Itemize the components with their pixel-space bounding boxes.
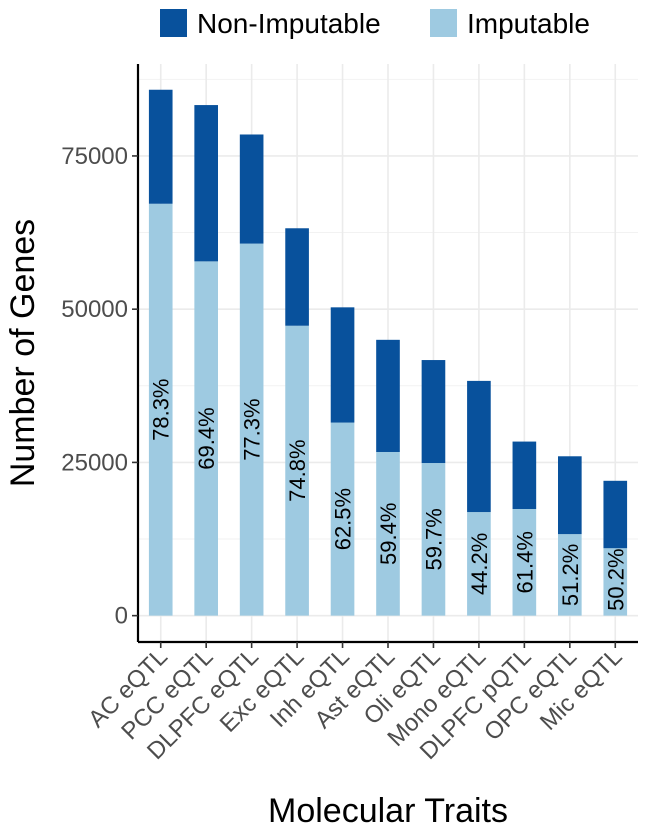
percent-label: 61.4% [512, 531, 537, 593]
y-tick-label: 0 [115, 603, 128, 630]
bar-non-imputable-3 [285, 228, 309, 326]
percent-label: 50.2% [603, 548, 628, 610]
bar-imputable-10 [603, 548, 628, 616]
percent-label: 78.3% [149, 379, 174, 441]
bar-imputable-5 [376, 451, 400, 616]
y-tick-label: 75000 [61, 143, 128, 170]
bar-non-imputable-2 [239, 134, 264, 244]
bar-non-imputable-1 [194, 105, 218, 262]
bar-imputable-4 [330, 422, 355, 616]
percent-label: 44.2% [467, 533, 492, 595]
bar-non-imputable-8 [512, 441, 537, 509]
bar-non-imputable-9 [558, 456, 582, 535]
bar-imputable-3 [285, 325, 309, 616]
legend-label: Non-Imputable [197, 8, 381, 39]
y-axis-title: Number of Genes [4, 219, 42, 487]
bar-imputable-2 [239, 243, 264, 616]
bar-imputable-7 [467, 512, 491, 616]
percent-label: 59.4% [376, 503, 401, 565]
y-tick-label: 25000 [61, 449, 128, 476]
y-tick-label: 50000 [61, 296, 128, 323]
percent-labels: 78.3% 69.4% 77.3% 74.8% 62.5% 59.4% 59.7% 44.2%… [149, 379, 629, 611]
percent-label: 59.7% [421, 508, 446, 570]
bar-non-imputable-6 [421, 360, 446, 464]
bar-imputable-0 [148, 203, 173, 616]
bar-non-imputable-5 [376, 339, 400, 452]
bar-imputable-8 [512, 508, 537, 616]
percent-label: 62.5% [331, 488, 356, 550]
legend: Non-Imputable Imputable [160, 8, 590, 39]
bar-imputable-9 [558, 534, 582, 616]
bar-imputable-6 [421, 463, 446, 616]
bar-non-imputable-7 [467, 380, 491, 513]
legend-label: Imputable [467, 8, 590, 39]
bars [148, 89, 628, 616]
y-tick-labels: 0 25000 50000 75000 [61, 143, 138, 630]
percent-label: 77.3% [240, 398, 265, 460]
x-axis-title: Molecular Traits [268, 792, 508, 830]
bar-non-imputable-0 [148, 89, 173, 204]
legend-swatch [160, 9, 187, 37]
bar-imputable-1 [194, 261, 218, 616]
percent-label: 69.4% [194, 407, 219, 469]
percent-label: 74.8% [285, 439, 310, 501]
bar-non-imputable-4 [330, 307, 355, 423]
legend-swatch [430, 9, 457, 37]
bar-non-imputable-10 [603, 480, 628, 549]
percent-label: 51.2% [558, 544, 583, 606]
